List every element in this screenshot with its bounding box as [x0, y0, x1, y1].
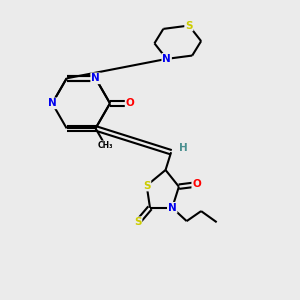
Text: H: H [179, 143, 188, 153]
Text: N: N [168, 203, 177, 213]
Text: N: N [48, 98, 57, 108]
Text: N: N [162, 54, 171, 64]
Text: O: O [126, 98, 134, 108]
Text: N: N [91, 73, 100, 83]
Text: S: S [185, 21, 193, 31]
Text: S: S [134, 217, 142, 227]
Text: O: O [192, 179, 201, 189]
Text: S: S [143, 181, 150, 190]
Text: CH₃: CH₃ [98, 141, 113, 150]
